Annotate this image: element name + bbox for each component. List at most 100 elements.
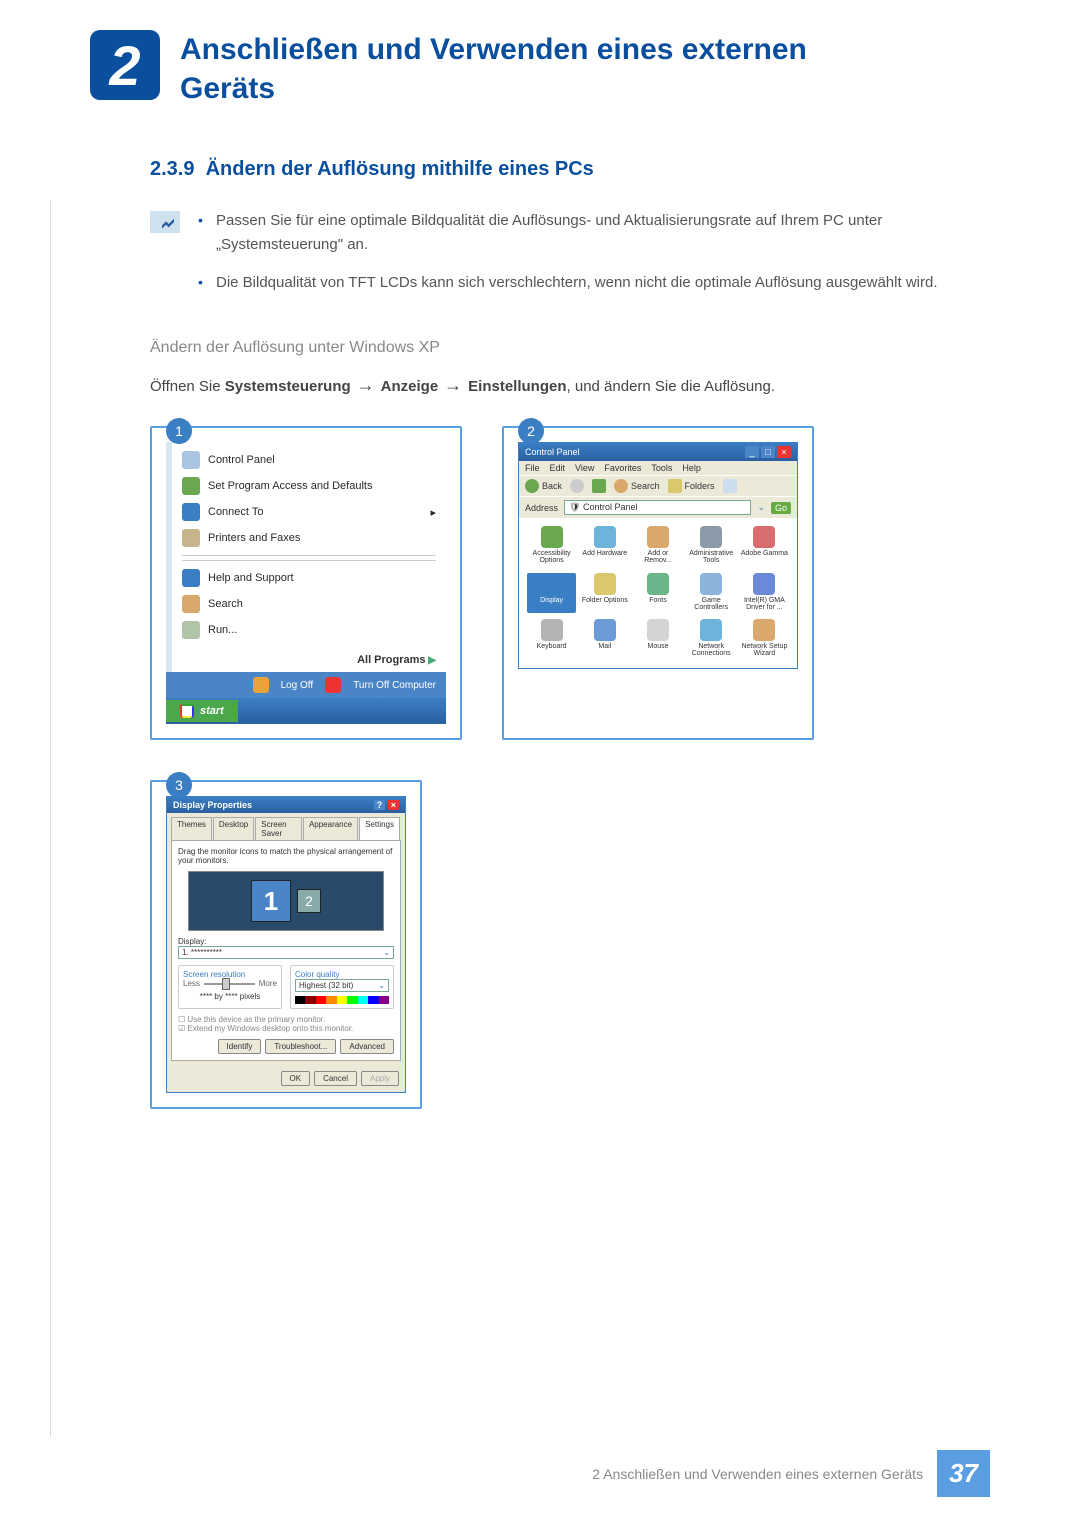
section-title: Ändern der Auflösung mithilfe eines PCs [206,158,594,180]
help-button[interactable]: ? [374,800,386,810]
tab[interactable]: Settings [359,817,400,840]
back-button[interactable]: Back [525,479,562,493]
start-menu-items: Control PanelSet Program Access and Defa… [166,442,446,648]
quality-dropdown[interactable]: Highest (32 bit)⌄ [295,979,389,992]
control-panel-item[interactable]: Mouse [633,619,682,660]
go-button[interactable]: Go [771,502,791,514]
menu-item-icon [182,529,200,547]
menu-item[interactable]: Favorites [604,463,641,473]
step-badge: 1 [166,418,192,444]
control-panel-item[interactable]: Administrative Tools [687,526,736,567]
monitor-arrangement[interactable]: 1 2 [188,871,384,931]
document-page: 2 Anschließen und Verwenden eines extern… [0,0,1080,1527]
control-panel-item[interactable]: Folder Options [580,573,629,614]
menu-item[interactable]: Help [682,463,701,473]
arrow-icon: → [357,375,375,395]
views-icon[interactable] [723,479,737,493]
control-panel-item[interactable]: Add or Remov... [633,526,682,567]
close-button[interactable]: × [777,446,791,458]
tab[interactable]: Appearance [303,817,358,840]
menu-item-icon [182,451,200,469]
control-panel-item[interactable]: Mail [580,619,629,660]
extend-desktop-check[interactable]: ☑ Extend my Windows desktop onto this mo… [178,1024,394,1033]
quality-colorbar [295,996,389,1004]
close-button[interactable]: × [388,800,399,810]
control-panel-item[interactable]: Adobe Gamma [740,526,789,567]
ok-button[interactable]: OK [281,1071,311,1086]
logoff-button[interactable]: Log Off [281,680,314,691]
maximize-button[interactable]: □ [761,446,775,458]
cp-item-label: Add Hardware [582,550,627,557]
control-panel-item[interactable]: Add Hardware [580,526,629,567]
start-menu-item[interactable]: Connect To▸ [172,499,446,525]
start-menu-item[interactable]: Search [172,591,446,617]
menu-item[interactable]: File [525,463,540,473]
search-button[interactable]: Search [614,479,660,493]
menu-item[interactable]: Tools [651,463,672,473]
quality-group: Color quality Highest (32 bit)⌄ [290,965,394,1009]
tab[interactable]: Themes [171,817,212,840]
address-dropdown-icon[interactable]: ⌄ [757,502,765,513]
all-programs-label: All Programs [357,654,436,666]
quality-value: Highest (32 bit) [299,981,353,990]
monitor-1-icon[interactable]: 1 [251,880,291,922]
control-panel-item[interactable]: Intel(R) GMA Driver for ... [740,573,789,614]
page-number: 37 [937,1450,990,1497]
page-footer: 2 Anschließen und Verwenden eines extern… [592,1450,990,1497]
control-panel-item[interactable]: Network Connections [687,619,736,660]
cp-item-icon [594,573,616,595]
control-panel-item[interactable]: Network Setup Wizard [740,619,789,660]
display-dropdown[interactable]: 1. **********⌄ [178,946,394,959]
cancel-button[interactable]: Cancel [314,1071,357,1086]
screenshot-1: 1 Control PanelSet Program Access and De… [150,426,462,740]
cp-item-label: Display [540,597,563,604]
instruction-bold: Anzeige [381,378,439,395]
left-rule [50,200,51,1437]
menu-item[interactable]: Edit [550,463,566,473]
folders-button[interactable]: Folders [668,479,715,493]
cp-item-icon [541,619,563,641]
control-panel-item[interactable]: Fonts [633,573,682,614]
resolution-slider[interactable]: Less More [183,979,277,988]
tab[interactable]: Screen Saver [255,817,302,840]
minimize-button[interactable]: _ [745,446,759,458]
start-menu-item[interactable]: Printers and Faxes [172,525,446,551]
control-panel-item[interactable]: Game Controllers [687,573,736,614]
note-icon [150,211,180,233]
advanced-button[interactable]: Advanced [340,1039,394,1054]
troubleshoot-button[interactable]: Troubleshoot... [265,1039,336,1054]
start-menu-item[interactable]: Set Program Access and Defaults [172,473,446,499]
up-icon[interactable] [592,479,606,493]
tab[interactable]: Desktop [213,817,254,840]
address-input[interactable]: 🛡 Control Panel [564,500,751,515]
window-titlebar: Control Panel _ □ × [519,443,797,461]
menu-item-icon [182,477,200,495]
subheading: Ändern der Auflösung unter Windows XP [150,339,990,357]
address-label: Address [525,503,558,513]
control-panel-item[interactable]: Accessibility Options [527,526,576,567]
start-menu-item[interactable]: Run... [172,617,446,643]
slider-thumb[interactable] [222,978,230,990]
all-programs[interactable]: All Programs [166,648,446,672]
menu-item[interactable]: View [575,463,594,473]
display-label: Display: [178,937,394,946]
note-block: Passen Sie für eine optimale Bildqualitä… [150,209,990,309]
monitor-2-icon[interactable]: 2 [297,889,321,913]
start-menu-item[interactable]: Help and Support [172,565,446,591]
cp-item-icon [647,526,669,548]
resolution-quality-row: Screen resolution Less More **** by ****… [178,965,394,1009]
cp-item-icon [647,573,669,595]
start-menu-item[interactable]: Control Panel [172,447,446,473]
apply-button[interactable]: Apply [361,1071,399,1086]
primary-monitor-check[interactable]: ☐ Use this device as the primary monitor… [178,1015,394,1024]
control-panel-item[interactable]: Keyboard [527,619,576,660]
forward-icon[interactable] [570,479,584,493]
resolution-group: Screen resolution Less More **** by ****… [178,965,282,1009]
turnoff-button[interactable]: Turn Off Computer [353,680,436,691]
cp-item-label: Network Connections [692,643,731,657]
start-button[interactable]: start [166,700,238,722]
control-panel-item[interactable]: Display [527,573,576,614]
identify-button[interactable]: Identify [218,1039,262,1054]
address-value: Control Panel [583,502,638,512]
menu-item-label: Printers and Faxes [208,532,300,544]
